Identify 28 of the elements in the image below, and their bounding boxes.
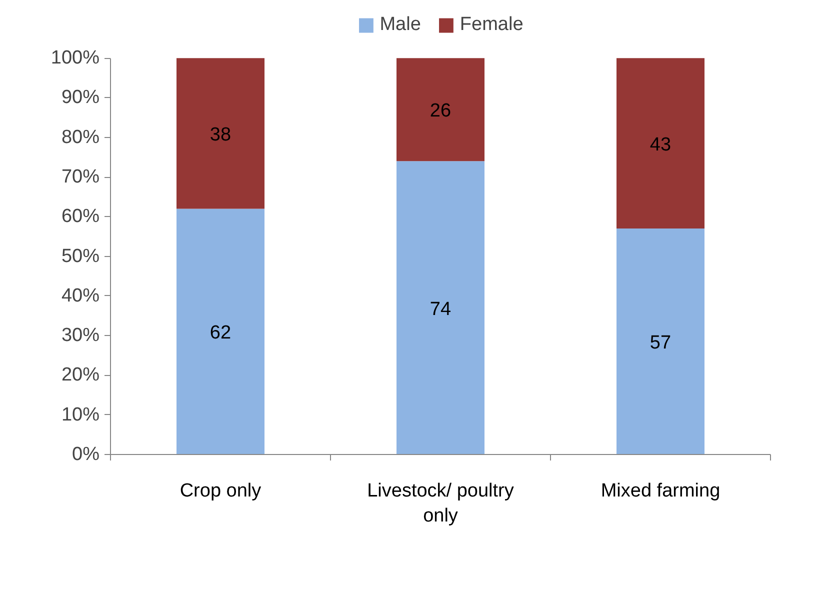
- x-tick-label: Mixed farming: [600, 480, 720, 502]
- y-tick-label: 80%: [61, 126, 100, 148]
- bar: [176, 58, 264, 209]
- data-label: 57: [650, 332, 672, 354]
- legend-label: Male: [380, 14, 421, 36]
- bar: [176, 208, 264, 454]
- x-tick-label: Livestock/ poultry only: [367, 480, 514, 527]
- y-tick-label: 20%: [61, 364, 100, 386]
- bar: [616, 58, 704, 229]
- y-tick-label: 60%: [61, 206, 100, 228]
- y-tick-label: 50%: [61, 246, 100, 267]
- data-label: 43: [650, 134, 672, 156]
- y-tick-label: 100%: [50, 48, 100, 69]
- data-label: 62: [210, 322, 232, 344]
- y-tick-label: 30%: [61, 325, 100, 346]
- data-label: 74: [430, 298, 452, 320]
- y-tick-label: 40%: [61, 285, 100, 306]
- y-tick-label: 90%: [61, 87, 100, 108]
- y-tick-label: 0%: [72, 444, 100, 465]
- y-tick-label: 70%: [61, 166, 100, 188]
- data-label: 38: [210, 124, 232, 146]
- y-tick-label: 10%: [61, 404, 100, 426]
- data-label: 26: [430, 100, 452, 122]
- legend-label: Female: [460, 14, 524, 36]
- x-tick-label: Crop only: [180, 480, 262, 502]
- bar: [396, 161, 484, 454]
- bar: [396, 58, 484, 162]
- bar: [616, 228, 704, 454]
